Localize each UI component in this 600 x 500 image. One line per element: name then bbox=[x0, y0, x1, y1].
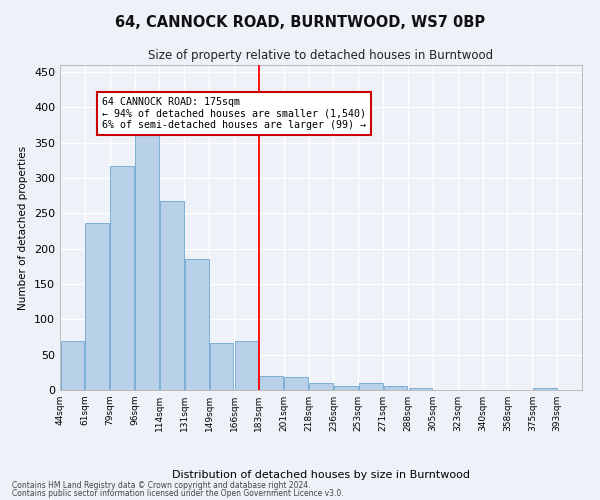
Title: Size of property relative to detached houses in Burntwood: Size of property relative to detached ho… bbox=[148, 50, 494, 62]
Y-axis label: Number of detached properties: Number of detached properties bbox=[19, 146, 28, 310]
Bar bbox=[160, 200, 184, 390]
Bar bbox=[533, 388, 557, 390]
Bar bbox=[110, 166, 134, 390]
X-axis label: Distribution of detached houses by size in Burntwood: Distribution of detached houses by size … bbox=[172, 470, 470, 480]
Text: 64, CANNOCK ROAD, BURNTWOOD, WS7 0BP: 64, CANNOCK ROAD, BURNTWOOD, WS7 0BP bbox=[115, 15, 485, 30]
Bar bbox=[409, 388, 432, 390]
Bar bbox=[359, 383, 383, 390]
Bar bbox=[185, 260, 209, 390]
Bar bbox=[210, 342, 233, 390]
Bar bbox=[61, 340, 84, 390]
Bar bbox=[384, 386, 407, 390]
Bar bbox=[235, 340, 258, 390]
Bar bbox=[284, 376, 308, 390]
Text: Contains public sector information licensed under the Open Government Licence v3: Contains public sector information licen… bbox=[12, 489, 344, 498]
Bar bbox=[259, 376, 283, 390]
Text: Contains HM Land Registry data © Crown copyright and database right 2024.: Contains HM Land Registry data © Crown c… bbox=[12, 480, 311, 490]
Bar bbox=[135, 128, 159, 390]
Bar bbox=[334, 386, 358, 390]
Bar bbox=[309, 383, 333, 390]
Text: 64 CANNOCK ROAD: 175sqm
← 94% of detached houses are smaller (1,540)
6% of semi-: 64 CANNOCK ROAD: 175sqm ← 94% of detache… bbox=[102, 97, 366, 130]
Bar bbox=[85, 222, 109, 390]
